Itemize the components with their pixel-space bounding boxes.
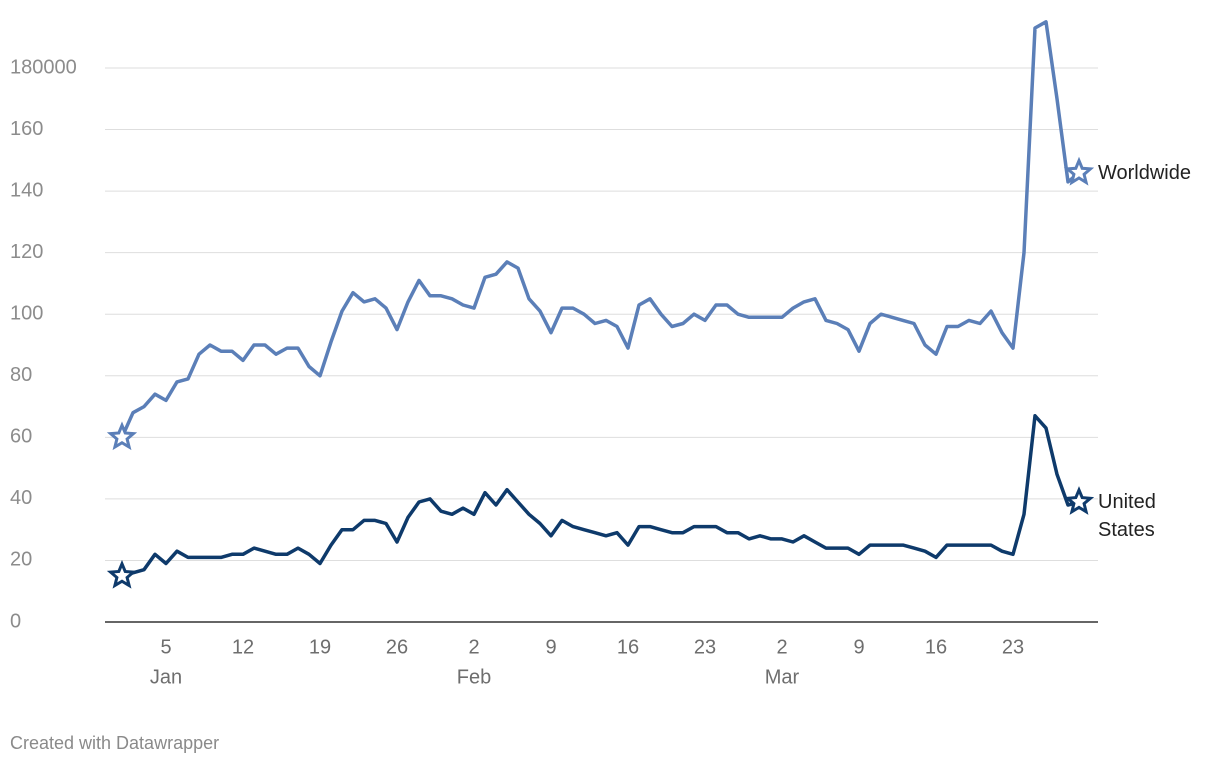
end-marker xyxy=(1063,156,1095,186)
y-tick-label: 140 xyxy=(10,179,43,201)
y-tick-label: 40 xyxy=(10,487,32,509)
x-tick-label: 19 xyxy=(309,636,331,658)
x-tick-label: 9 xyxy=(545,636,556,658)
month-label: Jan xyxy=(150,666,182,688)
x-tick-label: 2 xyxy=(776,636,787,658)
end-marker xyxy=(106,421,138,451)
y-tick-label: 0 xyxy=(10,610,21,632)
y-tick-label: 180000 xyxy=(10,56,77,78)
y-tick-label: 60 xyxy=(10,426,32,448)
month-label: Feb xyxy=(457,666,491,688)
x-tick-label: 2 xyxy=(468,636,479,658)
y-tick-label: 160 xyxy=(10,118,43,140)
x-tick-label: 23 xyxy=(694,636,716,658)
x-tick-label: 12 xyxy=(232,636,254,658)
credit-note: Created with Datawrapper xyxy=(10,733,220,753)
x-tick-label: 9 xyxy=(853,636,864,658)
end-marker xyxy=(106,559,138,589)
series-label: Worldwide xyxy=(1098,161,1191,184)
x-tick-label: 5 xyxy=(160,636,171,658)
x-tick-label: 26 xyxy=(386,636,408,658)
y-tick-label: 80 xyxy=(10,364,32,386)
y-tick-label: 20 xyxy=(10,549,32,571)
x-tick-label: 16 xyxy=(925,636,947,658)
month-label: Mar xyxy=(765,666,800,688)
series-line xyxy=(121,414,1080,578)
y-tick-label: 100 xyxy=(10,303,43,325)
end-marker xyxy=(1063,486,1095,515)
series-line xyxy=(120,20,1081,439)
y-tick-label: 120 xyxy=(10,241,43,263)
x-tick-label: 16 xyxy=(617,636,639,658)
series-label: United States xyxy=(1098,490,1156,541)
x-tick-label: 23 xyxy=(1002,636,1024,658)
